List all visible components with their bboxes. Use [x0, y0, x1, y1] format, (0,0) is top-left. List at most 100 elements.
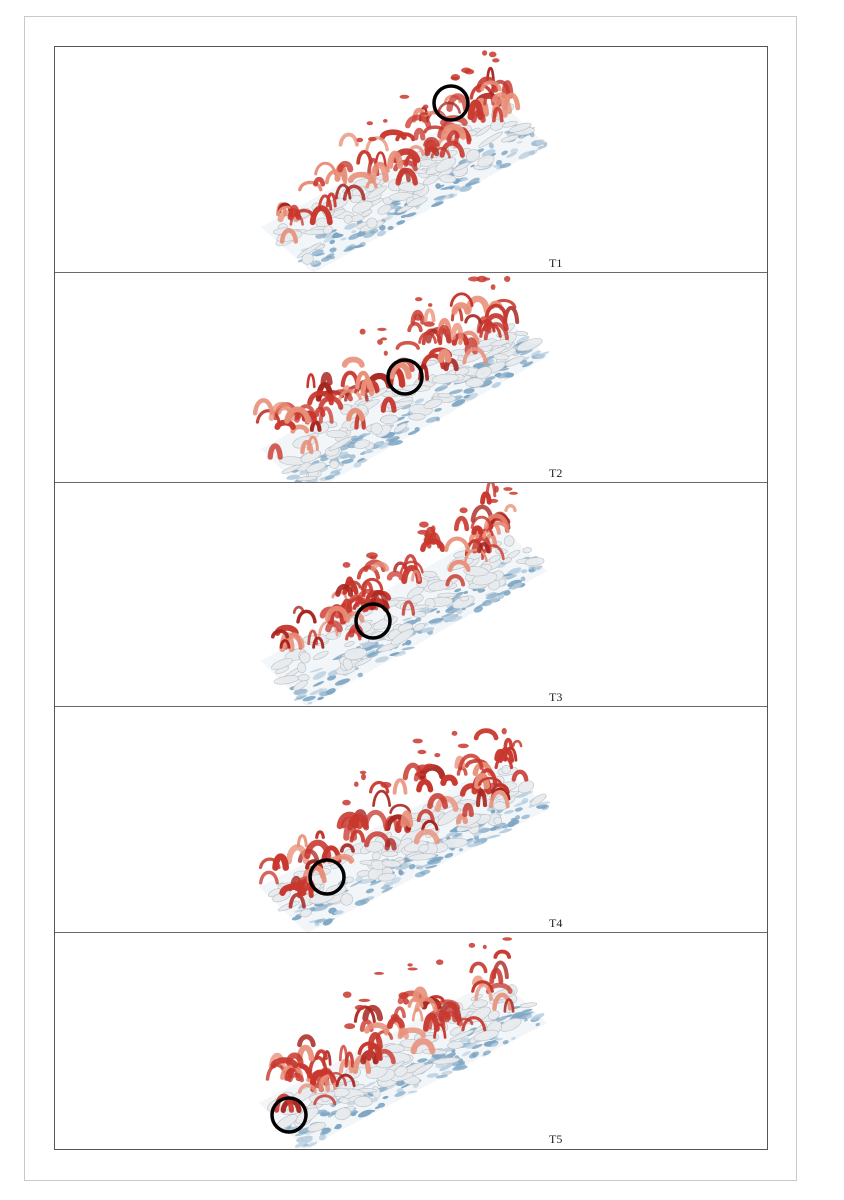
near-wall-streak [489, 1039, 497, 1044]
mid-vortex [353, 1084, 365, 1091]
near-wall-streak [324, 474, 336, 480]
near-wall-streak [501, 150, 508, 156]
hairpin-vortex [437, 101, 461, 114]
mid-vortex [418, 844, 429, 853]
near-wall-streak [365, 432, 372, 436]
mid-vortex [475, 125, 492, 137]
near-wall-streak [398, 869, 404, 876]
near-wall-streak [340, 237, 347, 241]
near-wall-streak [505, 1014, 513, 1018]
near-wall-streak [314, 252, 326, 257]
detached-vortex [459, 507, 468, 514]
near-wall-streak [472, 361, 487, 368]
near-wall-streak [370, 879, 377, 884]
mid-vortex [344, 641, 355, 648]
detached-vortex [417, 529, 429, 535]
near-wall-streak [470, 164, 475, 168]
mid-vortex [437, 592, 457, 598]
near-wall-streak [510, 582, 522, 590]
mid-vortex [449, 1029, 474, 1042]
hairpin-vortex [440, 123, 467, 140]
hairpin-vortex [372, 789, 392, 808]
mid-vortex [328, 436, 353, 451]
hairpin-vortex [413, 828, 440, 845]
near-wall-streak [516, 335, 530, 344]
near-wall-streak [349, 454, 356, 460]
mid-vortex [384, 1044, 405, 1053]
near-wall-streak [349, 880, 363, 888]
hairpin-vortex [458, 753, 484, 771]
near-wall-streak [327, 674, 337, 681]
hairpin-vortex [340, 816, 358, 829]
hairpin-vortex [342, 184, 366, 201]
detached-vortex [403, 998, 409, 1005]
hairpin-vortex [446, 93, 470, 112]
near-wall-streak [407, 1090, 418, 1094]
near-wall-streak [378, 442, 390, 449]
near-wall-streak [305, 478, 319, 482]
panel-label-t3: T3 [549, 690, 563, 704]
mid-vortex [282, 1106, 309, 1115]
hairpin-vortex [395, 132, 416, 142]
near-wall-streak [294, 1141, 308, 1148]
mid-vortex [398, 181, 425, 192]
hairpin-vortex [503, 746, 518, 762]
near-wall-streak [351, 230, 357, 234]
hairpin-vortex [285, 1052, 304, 1066]
panel-t4: T4 [55, 707, 767, 933]
vortex-visualization-t1 [261, 50, 548, 272]
hairpin-vortex [298, 180, 323, 192]
hairpin-vortex [405, 114, 432, 129]
near-wall-streak [454, 588, 462, 593]
mid-vortex [517, 780, 535, 794]
near-wall-streak [499, 828, 513, 834]
hairpin-vortex [492, 992, 513, 1011]
hairpin-vortex [423, 1012, 440, 1032]
near-wall-streak [436, 610, 441, 614]
near-wall-streak [296, 1136, 307, 1143]
hairpin-vortex [313, 176, 326, 187]
near-wall-streak [485, 592, 497, 597]
hairpin-vortex [343, 822, 358, 841]
hairpin-vortex [401, 600, 416, 616]
hairpin-vortex [317, 194, 333, 211]
near-wall-streak [502, 1040, 509, 1045]
near-wall-streak [385, 435, 400, 442]
mid-vortex [342, 658, 353, 671]
near-wall-streak [286, 1125, 292, 1129]
near-wall-streak [428, 617, 444, 624]
hairpin-vortex [484, 303, 508, 318]
mid-vortex [394, 1065, 408, 1077]
hairpin-vortex [423, 308, 436, 323]
panel-label-t5: T5 [549, 1132, 563, 1146]
mid-vortex [293, 680, 308, 691]
near-wall-streak [390, 877, 402, 885]
hairpin-vortex [370, 161, 389, 183]
hairpin-vortex [465, 295, 491, 314]
hairpin-vortex [267, 443, 283, 460]
near-wall-streak [482, 599, 493, 607]
near-wall-streak [471, 1044, 483, 1049]
hairpin-vortex [474, 772, 490, 790]
mid-vortex [300, 450, 322, 463]
near-wall-streak [514, 807, 523, 812]
near-wall-streak [314, 923, 320, 927]
near-wall-streak [350, 1112, 357, 1117]
panel-t1: T1 [55, 47, 767, 273]
detached-vortex [451, 730, 458, 736]
detached-vortex [366, 552, 378, 559]
detached-vortex [503, 487, 513, 491]
detached-vortex [464, 69, 475, 75]
detached-vortex [354, 781, 359, 787]
detached-vortex [430, 525, 436, 533]
hairpin-vortex [346, 407, 365, 422]
near-wall-streak [521, 814, 531, 820]
near-wall-streak [320, 688, 328, 693]
detached-vortex [374, 971, 384, 975]
near-wall-streak [365, 888, 375, 894]
near-wall-streak [358, 878, 372, 885]
hairpin-vortex [356, 149, 373, 165]
near-wall-streak [481, 149, 496, 157]
hairpin-vortex [335, 583, 354, 597]
near-wall-streak [400, 413, 411, 417]
